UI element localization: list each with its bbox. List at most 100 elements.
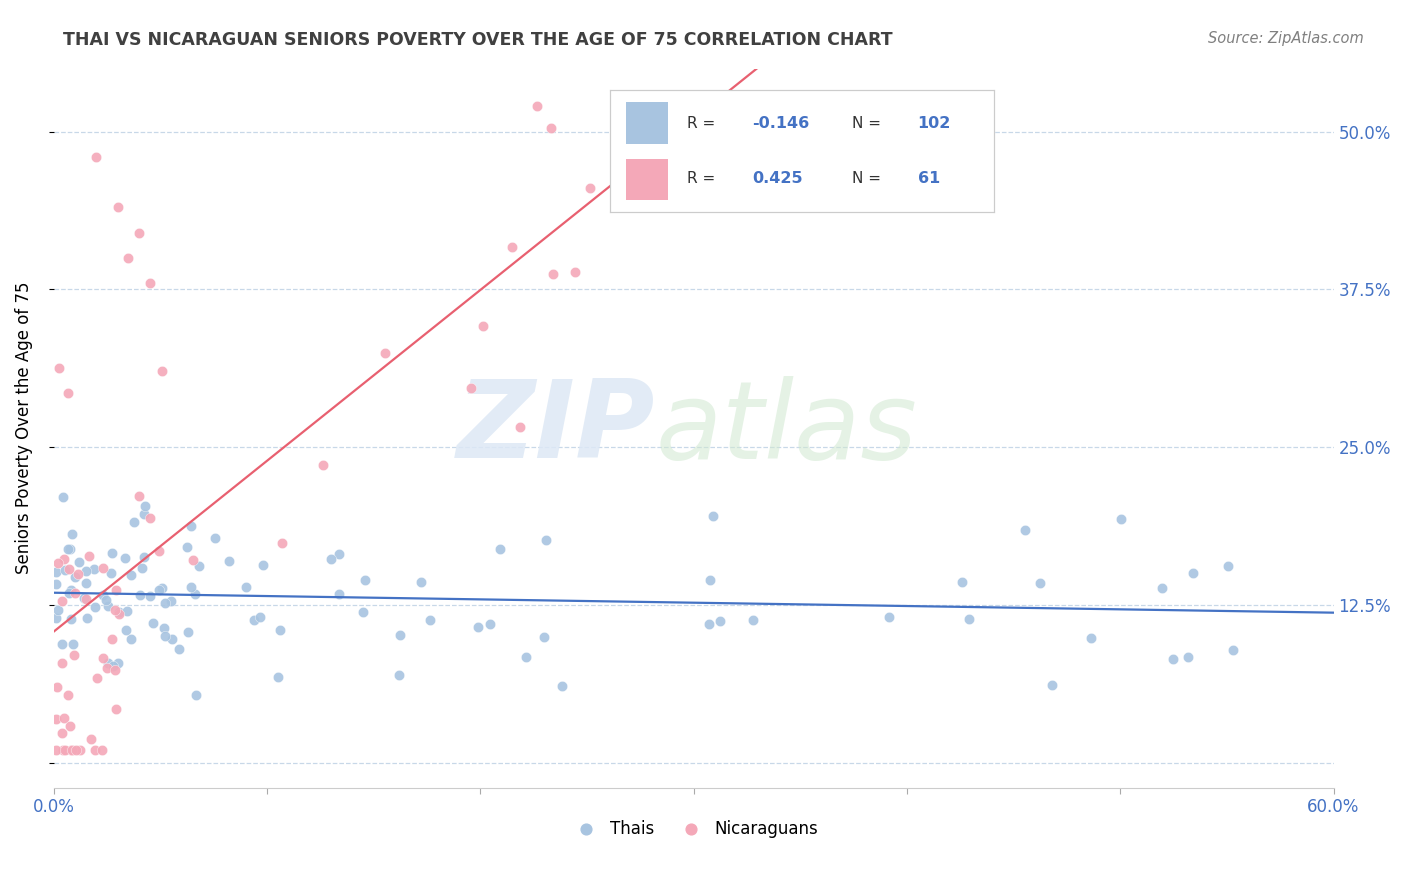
Point bbox=[67, 555, 90, 569]
Point bbox=[176, 540, 198, 554]
Point bbox=[63, 570, 86, 584]
Point bbox=[564, 265, 586, 279]
Point bbox=[96, 661, 118, 675]
Point bbox=[152, 621, 174, 635]
Point bbox=[699, 573, 721, 587]
Point bbox=[242, 613, 264, 627]
Point bbox=[389, 628, 412, 642]
Point bbox=[709, 615, 731, 629]
Point bbox=[97, 656, 120, 670]
Point bbox=[134, 549, 156, 564]
Point bbox=[45, 565, 67, 579]
Point bbox=[100, 545, 122, 559]
Point bbox=[51, 637, 73, 651]
Point bbox=[472, 318, 495, 333]
Point bbox=[128, 588, 150, 602]
Point bbox=[86, 150, 108, 164]
Point bbox=[51, 656, 73, 670]
Point bbox=[45, 611, 67, 625]
Point bbox=[91, 561, 114, 575]
Point bbox=[128, 489, 150, 503]
Point bbox=[80, 732, 103, 747]
Point bbox=[204, 532, 226, 546]
Point bbox=[101, 632, 124, 647]
Point bbox=[52, 490, 75, 504]
Point bbox=[75, 576, 97, 591]
Point bbox=[84, 743, 107, 757]
Point bbox=[60, 527, 83, 541]
Point bbox=[1163, 652, 1185, 666]
Point bbox=[45, 743, 67, 757]
Point bbox=[1222, 643, 1244, 657]
Point bbox=[218, 554, 240, 568]
Point bbox=[100, 566, 122, 581]
Point bbox=[65, 743, 87, 757]
Point bbox=[957, 612, 980, 626]
Point bbox=[249, 609, 271, 624]
Point bbox=[120, 632, 142, 647]
Point bbox=[551, 679, 574, 693]
Point bbox=[541, 267, 564, 281]
Point bbox=[59, 542, 82, 557]
Point bbox=[105, 702, 128, 716]
Point bbox=[52, 743, 75, 757]
Point bbox=[134, 499, 156, 513]
Point bbox=[328, 587, 350, 601]
Point bbox=[526, 99, 548, 113]
Legend: Thais, Nicaraguans: Thais, Nicaraguans bbox=[562, 813, 824, 844]
Point bbox=[501, 240, 523, 254]
Point bbox=[252, 558, 274, 572]
Point bbox=[73, 591, 96, 605]
Point bbox=[117, 251, 139, 265]
Point bbox=[1216, 559, 1239, 574]
Point bbox=[352, 605, 374, 619]
Point bbox=[1182, 566, 1205, 580]
Point bbox=[63, 648, 86, 662]
Point bbox=[75, 564, 97, 578]
Point bbox=[52, 711, 75, 725]
Point bbox=[321, 551, 343, 566]
Point bbox=[235, 580, 257, 594]
Point bbox=[150, 581, 173, 595]
Point bbox=[60, 743, 83, 757]
Point bbox=[46, 556, 69, 570]
Y-axis label: Seniors Poverty Over the Age of 75: Seniors Poverty Over the Age of 75 bbox=[15, 282, 32, 574]
Point bbox=[104, 663, 127, 677]
Point bbox=[45, 712, 67, 726]
Point bbox=[160, 632, 183, 646]
Point bbox=[699, 617, 721, 632]
Point bbox=[53, 563, 76, 577]
Point bbox=[533, 630, 555, 644]
Point bbox=[114, 624, 136, 638]
Point bbox=[150, 364, 173, 378]
Point bbox=[138, 511, 160, 525]
Text: ZIP: ZIP bbox=[457, 376, 655, 481]
Point bbox=[328, 547, 350, 561]
Point bbox=[184, 688, 207, 702]
Point bbox=[52, 552, 75, 566]
Point bbox=[51, 725, 73, 739]
Point bbox=[53, 743, 76, 757]
Point bbox=[877, 610, 900, 624]
Point bbox=[148, 582, 170, 597]
Point bbox=[131, 561, 153, 575]
Point bbox=[107, 200, 129, 214]
Text: Source: ZipAtlas.com: Source: ZipAtlas.com bbox=[1208, 31, 1364, 46]
Point bbox=[76, 611, 98, 625]
Point bbox=[134, 507, 156, 521]
Point bbox=[83, 562, 105, 576]
Point bbox=[184, 587, 207, 601]
Point bbox=[101, 659, 124, 673]
Point bbox=[374, 346, 396, 360]
Point bbox=[269, 623, 291, 637]
Point bbox=[114, 550, 136, 565]
Point bbox=[59, 718, 82, 732]
Point bbox=[148, 544, 170, 558]
Point bbox=[177, 625, 200, 640]
Point bbox=[120, 568, 142, 582]
Point bbox=[51, 593, 73, 607]
Point bbox=[75, 591, 97, 606]
Point bbox=[619, 167, 641, 181]
Point bbox=[153, 596, 176, 610]
Point bbox=[267, 670, 290, 684]
